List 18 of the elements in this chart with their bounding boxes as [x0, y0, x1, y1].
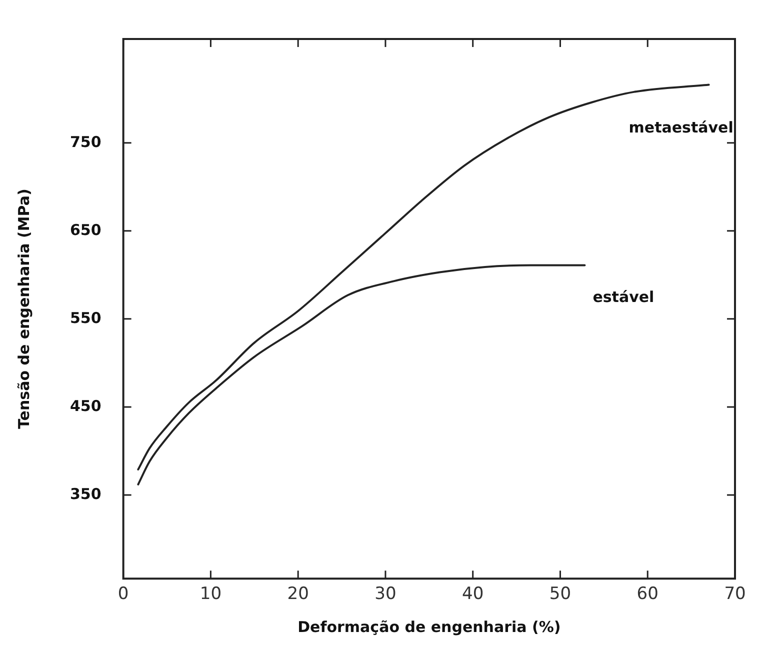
- line-series: [137, 264, 586, 486]
- y-tick-label: 550: [70, 308, 102, 327]
- x-tick-label: 0: [118, 584, 129, 604]
- x-tick-label: 20: [287, 584, 309, 604]
- y-tick-label: 450: [70, 396, 102, 415]
- x-tick-label: 40: [462, 584, 484, 604]
- series-label: estável: [592, 288, 654, 306]
- series-label: metaestável: [628, 118, 734, 137]
- x-tick-label: 10: [200, 584, 222, 604]
- y-tick-label: 750: [70, 132, 102, 151]
- x-tick-label: 30: [374, 584, 396, 604]
- x-tick-label: 70: [724, 584, 746, 604]
- y-tick-label: 350: [70, 484, 102, 503]
- x-tick-label: 50: [549, 584, 572, 604]
- y-tick-label: 650: [70, 220, 102, 239]
- x-tick-label: 60: [636, 584, 658, 604]
- y-axis-title: Tensão de engenharia (MPa): [14, 188, 33, 429]
- x-axis-title: Deformação de engenharia (%): [298, 618, 561, 636]
